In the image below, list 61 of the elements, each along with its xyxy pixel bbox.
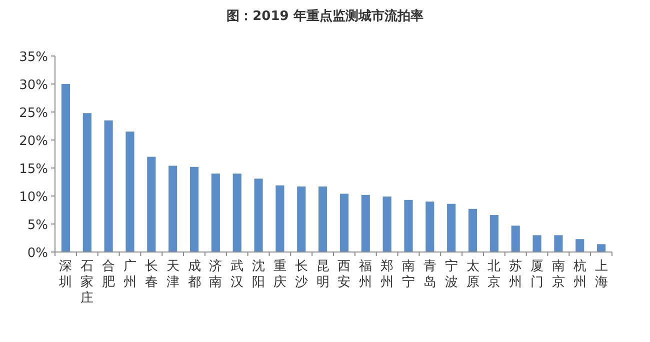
x-tick-label: 南京 <box>552 259 565 290</box>
x-tick-label: 武汉 <box>230 259 244 290</box>
x-tick-label: 济南 <box>209 259 222 290</box>
x-tick-label: 北京 <box>488 259 501 290</box>
x-tick-label: 深圳 <box>58 259 72 290</box>
x-tick-label: 天津 <box>166 259 180 290</box>
bar <box>276 185 284 252</box>
bar <box>232 174 242 252</box>
bar <box>211 174 220 252</box>
bar <box>126 132 134 252</box>
bar <box>382 196 392 252</box>
bar <box>147 156 156 252</box>
x-tick-label: 上海 <box>594 259 608 290</box>
bar <box>190 166 199 252</box>
bar <box>254 178 263 252</box>
bar <box>447 204 456 252</box>
x-tick-label: 宁波 <box>444 258 458 290</box>
y-tick-label: 10% <box>19 190 48 205</box>
bar <box>82 113 92 252</box>
bar <box>597 244 606 252</box>
y-tick-label: 25% <box>19 106 48 121</box>
x-tick-label: 成都 <box>188 259 201 290</box>
bar <box>511 226 520 252</box>
x-tick-label: 合肥 <box>102 259 116 290</box>
y-tick-label: 0% <box>27 246 48 261</box>
x-tick-label: 长沙 <box>294 259 308 290</box>
bar <box>361 194 370 252</box>
x-tick-label: 福州 <box>359 259 372 290</box>
x-tick-label: 青岛 <box>423 259 436 290</box>
bar <box>168 166 178 252</box>
x-tick-label: 太原 <box>466 259 480 290</box>
x-tick-label: 石家庄 <box>80 259 94 306</box>
x-tick-label: 苏州 <box>509 259 522 290</box>
y-tick-label: 5% <box>27 218 48 233</box>
x-tick-label: 南宁 <box>402 259 415 290</box>
chart-title: 图：2019 年重点监测城市流拍率 <box>226 8 424 24</box>
x-tick-label: 郑州 <box>380 259 394 290</box>
bar <box>576 239 584 252</box>
x-tick-label: 重庆 <box>273 259 286 290</box>
bar <box>404 200 413 252</box>
x-tick-label: 长春 <box>144 259 158 290</box>
bar <box>532 235 542 252</box>
x-tick-label: 西安 <box>338 259 351 290</box>
y-tick-label: 15% <box>19 162 48 177</box>
x-tick-label: 杭州 <box>572 259 586 290</box>
x-tick-label: 厦门 <box>530 259 544 290</box>
bar <box>340 194 348 252</box>
bar <box>297 186 306 252</box>
bar <box>318 186 328 252</box>
y-tick-label: 20% <box>19 134 48 149</box>
x-tick-label: 昆明 <box>316 259 330 290</box>
bar <box>426 202 434 252</box>
bar <box>104 120 113 252</box>
x-tick-label: 广州 <box>123 259 136 290</box>
y-tick-label: 30% <box>19 78 48 93</box>
bar <box>61 84 70 252</box>
bar <box>554 235 563 252</box>
bar <box>490 215 498 252</box>
y-tick-label: 35% <box>19 50 48 65</box>
x-tick-label: 沈阳 <box>252 259 266 290</box>
bar <box>468 208 478 252</box>
